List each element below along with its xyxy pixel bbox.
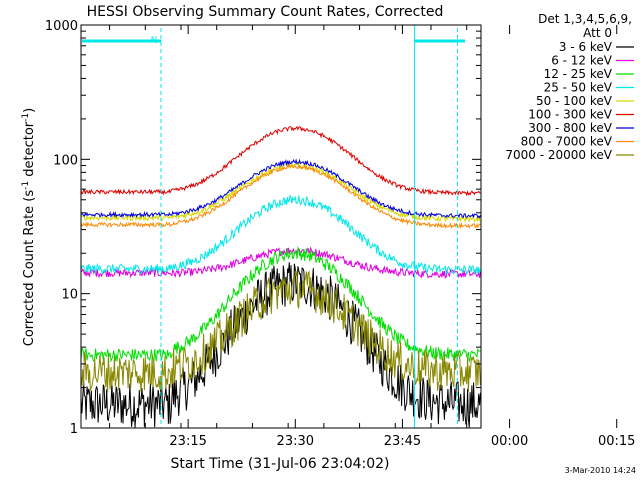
series-line-5: [80, 125, 481, 197]
y-axis-label-main: Corrected Count Rate (s: [22, 190, 37, 347]
data-series-layer: [80, 125, 481, 428]
legend-label-8: 7000 - 20000 keV: [505, 148, 612, 162]
legend-label-6: 300 - 800 keV: [528, 121, 612, 135]
y-axis-label: Corrected Count Rate (s-1 detector-1): [21, 108, 37, 346]
x-tick-label: 00:15: [598, 434, 635, 449]
series-line-3: [80, 194, 481, 276]
legend-label-1: 6 - 12 keV: [551, 54, 613, 68]
legend-header-detectors: Det 1,3,4,5,6,9,: [538, 12, 632, 26]
y-axis-label-mid: detector: [22, 121, 37, 181]
x-tick-label: 00:00: [491, 434, 528, 449]
legend-label-7: 800 - 7000 keV: [521, 135, 613, 149]
y-axis-label-sup2: -1: [21, 113, 31, 122]
flag-label: N: [151, 36, 158, 46]
time-markers: [82, 25, 465, 428]
series-line-6: [80, 158, 481, 219]
y-tick-label: 1: [70, 422, 78, 437]
y-axis-label-sup1: -1: [21, 181, 31, 190]
x-tick-label: 23:45: [384, 434, 421, 449]
series-line-0: [80, 262, 481, 428]
series-line-4: [80, 161, 481, 224]
x-tick-label: 23:15: [169, 434, 206, 449]
legend-label-5: 100 - 300 keV: [528, 108, 612, 122]
legend-label-4: 50 - 100 keV: [536, 94, 613, 108]
y-axis-label-end: ): [22, 108, 37, 113]
x-tick-label: 23:30: [277, 434, 314, 449]
legend-label-3: 25 - 50 keV: [544, 81, 613, 95]
series-line-1: [80, 246, 481, 279]
legend-header-attenuator: Att 0: [583, 26, 612, 40]
series-line-8: [80, 270, 481, 393]
series-line-7: [80, 163, 481, 230]
y-tick-label: 100: [53, 153, 78, 168]
series-line-2: [80, 246, 481, 363]
y-tick-label: 10: [61, 288, 78, 303]
plot-frame: [80, 24, 482, 429]
legend-label-0: 3 - 6 keV: [559, 40, 613, 54]
chart-title: HESSI Observing Summary Count Rates, Cor…: [87, 4, 444, 20]
legend-label-2: 12 - 25 keV: [544, 67, 613, 81]
y-tick-label: 1000: [45, 19, 78, 34]
x-axis-label: Start Time (31-Jul-06 23:04:02): [170, 456, 389, 472]
generation-timestamp: 3-Mar-2010 14:24: [565, 466, 636, 475]
